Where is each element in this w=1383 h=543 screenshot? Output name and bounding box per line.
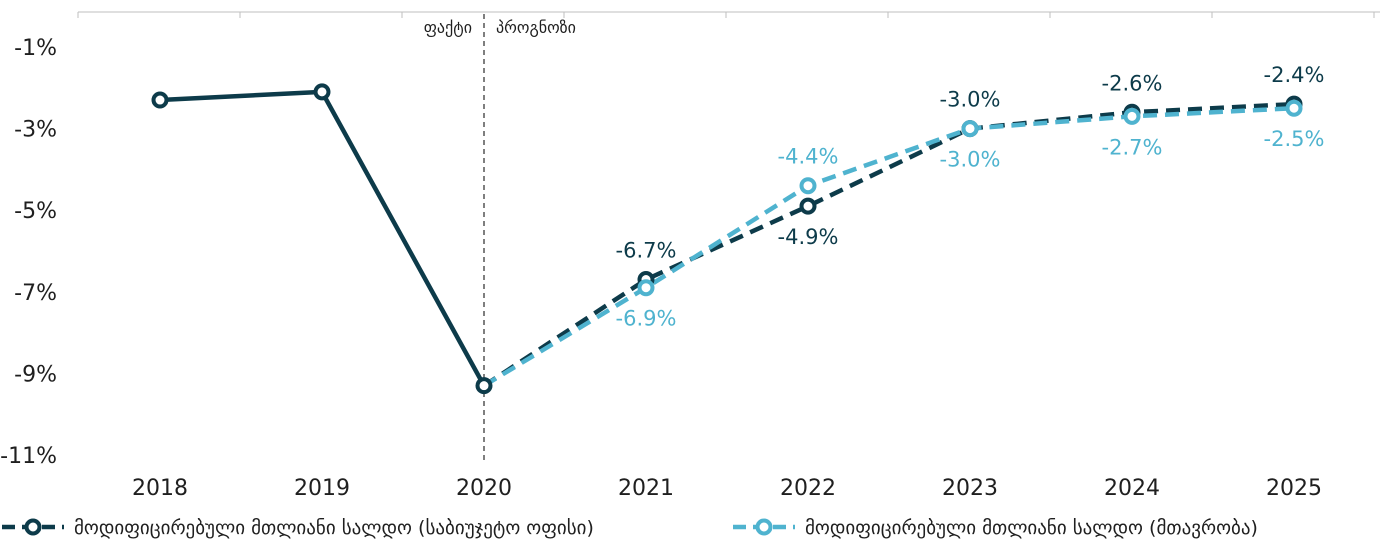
series-line-budget-office-forecast (482, 101, 1295, 388)
government-point (799, 177, 817, 195)
budget-office-point (799, 197, 817, 215)
y-tick-label: -11% (0, 444, 57, 469)
budget-office-point (313, 83, 331, 101)
x-tick-label: 2025 (1266, 476, 1322, 501)
budget-office-data-label: -6.7% (616, 239, 677, 263)
government-point (1123, 107, 1141, 125)
budget-office-point (475, 377, 493, 395)
x-tick-label: 2024 (1104, 476, 1160, 501)
government-data-label: -2.5% (1264, 127, 1325, 151)
budget-office-data-label: -2.4% (1264, 63, 1325, 87)
government-data-label: -6.9% (616, 307, 677, 331)
x-axis-top-ticks (77, 12, 1375, 18)
government-data-label: -4.4% (778, 145, 839, 169)
x-tick-label: 2020 (456, 476, 512, 501)
government-data-label: -3.0% (940, 148, 1001, 172)
government-point (1285, 99, 1303, 117)
budget-office-data-label: -2.6% (1102, 71, 1163, 95)
y-tick-label: -3% (14, 118, 57, 143)
y-axis-tick-labels: -1% -3% -5% -7% -9% -11% (0, 36, 57, 469)
government-legend-marker (755, 518, 773, 536)
x-tick-label: 2023 (942, 476, 998, 501)
series-layer: -6.7% -4.9% -3.0% -2.6% -2.4% -6.9% -4.4% -3.0%… (151, 63, 1325, 395)
series-line-budget-office-actual (159, 89, 486, 387)
budget-office-legend-label: მოდიფიცირებული მთლიანი სალდო (საბიუჯეტო … (74, 517, 594, 539)
region-label-forecast: პროგნოზი (496, 18, 576, 37)
legend: მოდიფიცირებული მთლიანი სალდო (საბიუჯეტო … (2, 517, 1258, 539)
x-tick-label: 2021 (618, 476, 674, 501)
budget-office-data-label: -3.0% (940, 88, 1001, 112)
x-tick-label: 2019 (294, 476, 350, 501)
government-data-label: -2.7% (1102, 135, 1163, 159)
y-tick-label: -1% (14, 36, 57, 61)
budget-office-legend-marker (24, 518, 42, 536)
x-axis-tick-labels: 2018 2019 2020 2021 2022 2023 2024 2025 (132, 476, 1322, 501)
y-tick-label: -7% (14, 281, 57, 306)
y-tick-label: -5% (14, 199, 57, 224)
budget-office-data-label: -4.9% (778, 225, 839, 249)
x-tick-label: 2018 (132, 476, 188, 501)
x-tick-label: 2022 (780, 476, 836, 501)
government-point (637, 279, 655, 297)
budget-office-point (151, 91, 169, 109)
y-tick-label: -9% (14, 362, 57, 387)
region-label-actual: ფაქტი (424, 18, 472, 37)
government-legend-label: მოდიფიცირებული მთლიანი სალდო (მთავრობა) (805, 517, 1258, 539)
series-line-government (482, 105, 1295, 388)
government-point (961, 120, 979, 138)
